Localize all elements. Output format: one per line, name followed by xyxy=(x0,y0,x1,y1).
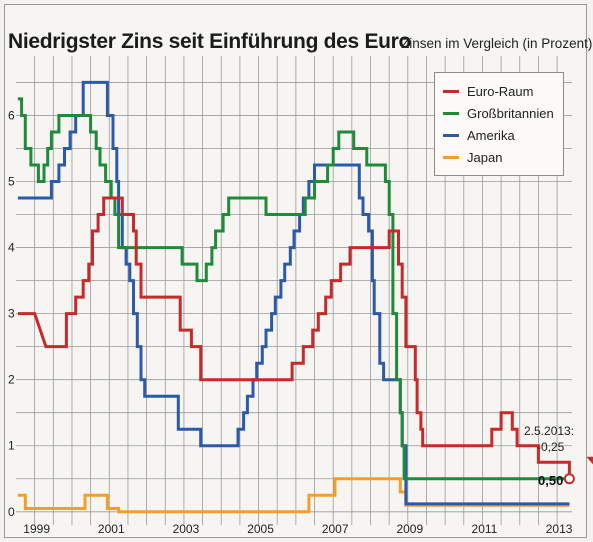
annotation-change: -0,25 xyxy=(537,440,565,454)
x-tick-label: 2009 xyxy=(396,522,423,536)
legend-swatch xyxy=(443,89,459,93)
legend-swatch xyxy=(443,111,459,115)
legend-item: Großbritannien xyxy=(443,103,554,123)
annotation-value: 0,50 xyxy=(538,473,564,488)
legend-swatch xyxy=(443,133,459,137)
series-line-euroraum xyxy=(17,196,571,479)
legend-item: Japan xyxy=(443,147,502,167)
y-tick-label: 3 xyxy=(8,307,15,321)
chart-subtitle: Zinsen im Vergleich (in Prozent) xyxy=(401,36,593,51)
x-tick-label: 2003 xyxy=(173,522,200,536)
x-tick-label: 2001 xyxy=(98,522,125,536)
x-tick-label: 2011 xyxy=(472,522,498,536)
y-tick-label: 2 xyxy=(8,373,15,387)
legend-item: Euro-Raum xyxy=(443,81,533,101)
y-tick-label: 0 xyxy=(8,505,15,519)
legend-swatch xyxy=(443,155,459,159)
chart-title: Niedrigster Zins seit Einführung des Eur… xyxy=(8,30,412,53)
x-tick-label: 1999 xyxy=(23,522,50,536)
series-line-grobritannien xyxy=(17,97,570,481)
legend-label: Amerika xyxy=(467,127,515,143)
x-tick-label: 2007 xyxy=(322,522,349,536)
marker-group xyxy=(563,456,593,485)
current-value-marker xyxy=(563,473,575,485)
ticks: 0 1 2 3 4 5 6 1999 2001 2003 2005 2007 2009 2011 2013 xyxy=(8,108,573,536)
legend-label: Großbritannien xyxy=(467,105,554,121)
annotation-date: 2.5.2013: xyxy=(524,424,575,438)
y-tick-label: 5 xyxy=(8,175,15,189)
series-group xyxy=(17,80,571,514)
x-tick-label: 2005 xyxy=(247,522,274,536)
rate-cut-arrow-icon xyxy=(586,456,593,465)
y-tick-label: 4 xyxy=(8,241,15,255)
legend-label: Japan xyxy=(467,149,503,165)
legend: Euro-Raum Großbritannien Amerika Japan xyxy=(434,72,564,176)
x-tick-label: 2013 xyxy=(546,522,573,536)
legend-item: Amerika xyxy=(443,125,515,145)
y-tick-label: 1 xyxy=(8,439,15,453)
legend-label: Euro-Raum xyxy=(467,83,534,99)
y-tick-label: 6 xyxy=(8,108,15,122)
series-line-japan xyxy=(17,477,570,514)
